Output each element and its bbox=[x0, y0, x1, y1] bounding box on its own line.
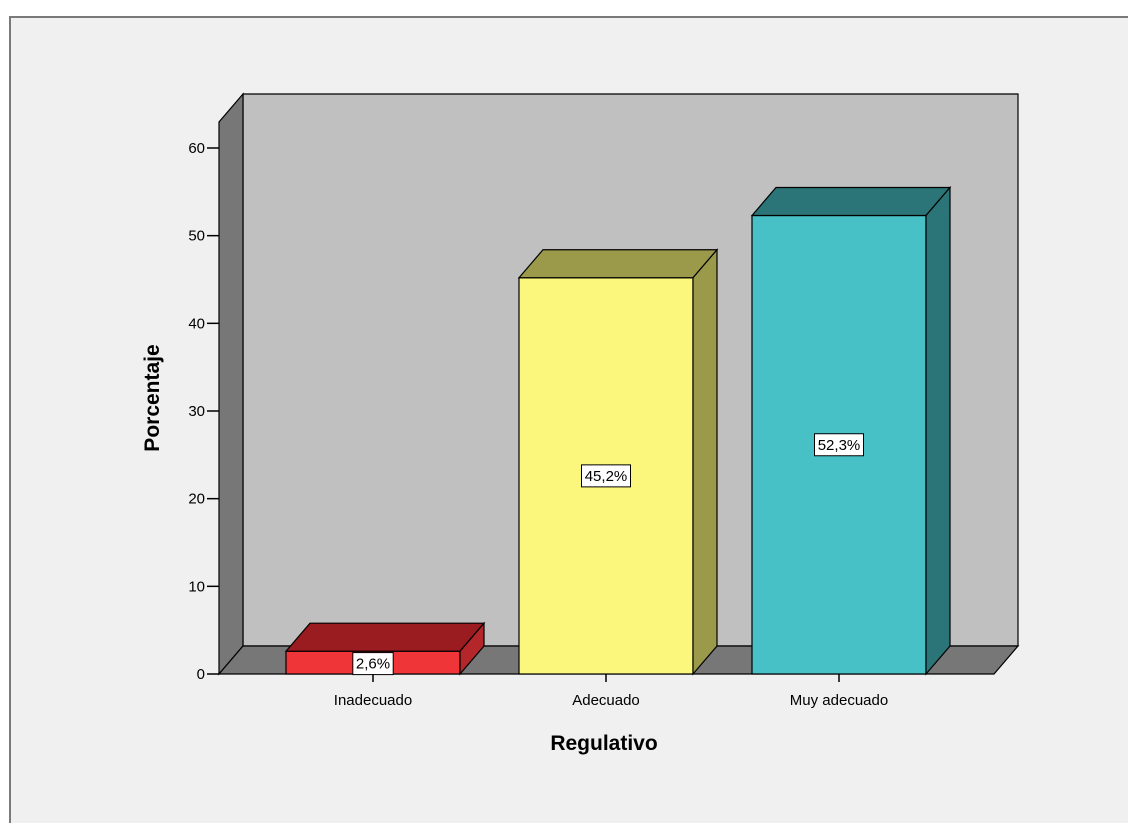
y-tick-label: 0 bbox=[197, 666, 205, 683]
x-tick-label: Adecuado bbox=[572, 692, 640, 709]
x-tick-label: Inadecuado bbox=[334, 692, 412, 709]
y-axis-title: Porcentaje bbox=[141, 344, 164, 451]
bar-side bbox=[459, 621, 485, 676]
data-label: 45,2% bbox=[585, 468, 628, 485]
bar-adecuado: 45,2% bbox=[517, 248, 719, 676]
data-label-box bbox=[814, 433, 864, 457]
bar-inadecuado: 2,6% bbox=[284, 621, 486, 676]
bar-top bbox=[284, 622, 486, 652]
y-tick-label: 20 bbox=[188, 491, 205, 508]
x-axis: Inadecuado Adecuado Muy adecuado bbox=[334, 674, 888, 709]
y-tick-label: 50 bbox=[188, 228, 205, 245]
bar-muy-adecuado: 52,3% bbox=[750, 185, 952, 676]
bar-side bbox=[925, 185, 951, 676]
bar-top bbox=[517, 249, 719, 279]
bars: 2,6% 45,2% 52,3% bbox=[284, 185, 952, 676]
y-tick-label: 10 bbox=[188, 578, 205, 595]
bar-top bbox=[750, 186, 952, 217]
data-label: 2,6% bbox=[356, 656, 390, 673]
data-label-box bbox=[581, 464, 631, 488]
y-tick-label: 60 bbox=[188, 140, 205, 157]
x-tick-label: Muy adecuado bbox=[790, 692, 888, 709]
side-wall bbox=[218, 92, 244, 676]
y-tick-label: 40 bbox=[188, 315, 205, 332]
data-label: 52,3% bbox=[818, 437, 861, 454]
y-tick-label: 30 bbox=[188, 403, 205, 420]
y-axis: 0 10 20 30 40 50 60 bbox=[188, 122, 220, 683]
x-axis-title: Regulativo bbox=[550, 732, 657, 755]
bar-side bbox=[692, 248, 718, 676]
